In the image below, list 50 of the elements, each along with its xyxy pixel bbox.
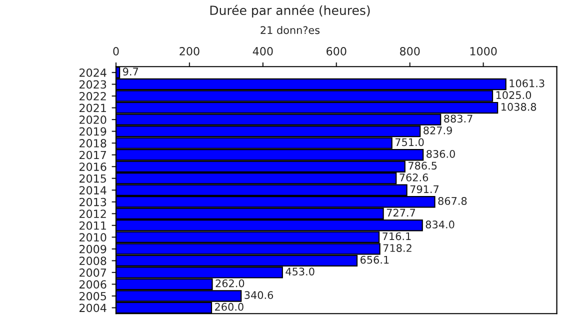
- y-tick-label: 2013: [80, 198, 106, 206]
- data-label: 791.7: [410, 185, 439, 194]
- data-label: 262.0: [216, 279, 244, 288]
- y-tick-label: 2023: [80, 80, 106, 89]
- y-tick-label: 2006: [80, 280, 106, 289]
- y-tick-label: 2008: [80, 256, 106, 266]
- y-tick-label: 2015: [80, 174, 106, 183]
- x-tick-label: 1000: [470, 47, 497, 56]
- data-label: 1061.3: [510, 79, 544, 88]
- data-label: 834.0: [426, 220, 454, 228]
- x-tick-label: 200: [180, 47, 200, 56]
- data-label: 727.7: [386, 208, 416, 217]
- y-tick-label: 2009: [80, 244, 106, 254]
- data-label: 1025.0: [496, 91, 532, 100]
- y-tick-label: 2018: [80, 139, 106, 148]
- y-tick-label: 2017: [80, 150, 106, 160]
- data-label: 786.5: [408, 162, 437, 170]
- y-tick-label: 2012: [80, 210, 106, 218]
- data-label: 260.0: [215, 302, 244, 311]
- y-tick-label: 2005: [80, 292, 106, 300]
- data-label: 1038.8: [502, 102, 536, 111]
- data-label: 867.8: [438, 197, 467, 205]
- y-tick-label: 2020: [80, 116, 106, 124]
- data-label: 751.0: [396, 138, 424, 146]
- data-label: 716.1: [382, 232, 411, 240]
- data-label: 656.1: [360, 256, 389, 264]
- chart-subtitle: 21 donn?es: [260, 26, 320, 34]
- data-label: 340.6: [244, 291, 274, 300]
- data-label: 883.7: [444, 114, 472, 123]
- data-label: 718.2: [383, 244, 412, 252]
- y-tick-label: 2011: [80, 221, 106, 230]
- y-tick-label: 2014: [80, 186, 106, 195]
- y-tick-label: 2004: [80, 304, 106, 312]
- x-tick-label: 400: [252, 47, 273, 56]
- y-tick-label: 2019: [80, 127, 106, 136]
- data-label: 836.0: [426, 150, 455, 158]
- data-label: 827.9: [424, 126, 452, 134]
- x-tick-label: 800: [400, 47, 420, 56]
- y-tick-label: 2024: [80, 68, 106, 77]
- y-tick-label: 2022: [80, 92, 106, 100]
- y-tick-label: 2016: [80, 162, 106, 171]
- y-tick-label: 2007: [80, 268, 106, 277]
- chart-title: Durée par année (heures): [210, 4, 370, 18]
- data-label: 9.7: [122, 68, 138, 76]
- data-label: 762.6: [400, 174, 428, 182]
- y-tick-label: 2021: [80, 104, 106, 112]
- data-label: 453.0: [286, 268, 314, 276]
- x-tick-label: 600: [326, 47, 346, 56]
- y-tick-label: 2010: [80, 233, 106, 242]
- x-tick-label: 0: [113, 47, 119, 56]
